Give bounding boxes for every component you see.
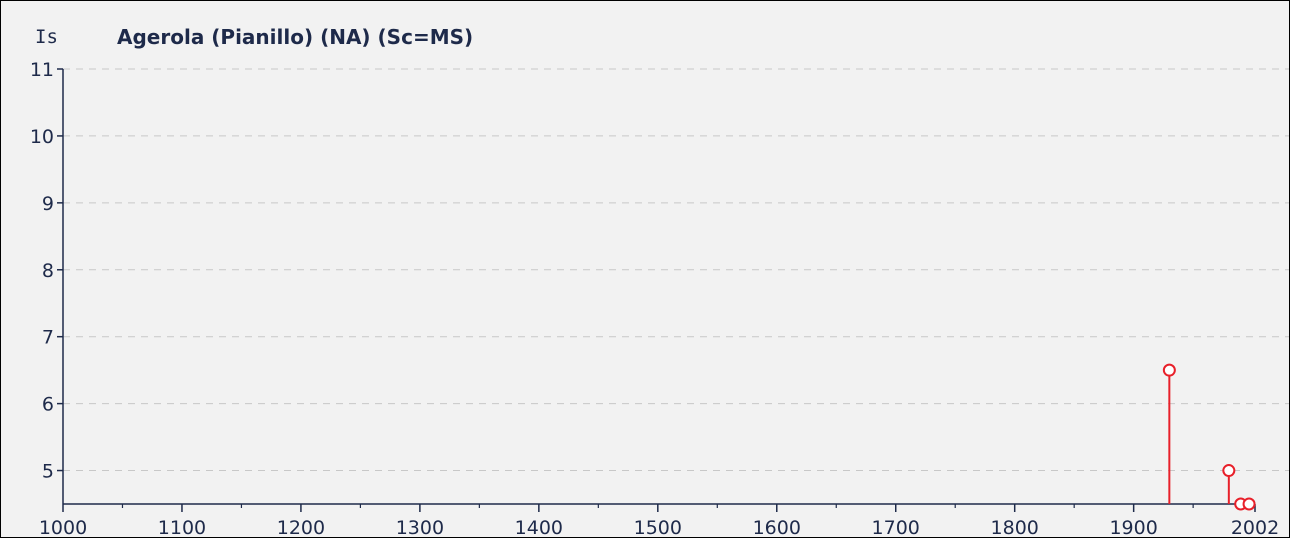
x-tick-label: 1700 xyxy=(872,517,920,537)
y-axis-label: Is xyxy=(35,26,58,48)
x-tick-label: 1400 xyxy=(515,517,563,537)
x-tick-label: 1800 xyxy=(991,517,1039,537)
y-tick-label: 5 xyxy=(42,461,54,483)
x-tick-label: 2002 xyxy=(1231,517,1279,537)
x-tick-label: 1300 xyxy=(396,517,444,537)
y-tick-label: 7 xyxy=(42,327,54,349)
chart-title: Agerola (Pianillo) (NA) (Sc=MS) xyxy=(117,25,473,49)
y-tick-label: 9 xyxy=(42,193,54,215)
grid xyxy=(63,68,1289,472)
x-tick-label: 1100 xyxy=(158,517,206,537)
axes xyxy=(62,69,1255,505)
data-stems xyxy=(1162,363,1256,511)
data-point xyxy=(1162,363,1176,377)
data-point xyxy=(1242,497,1256,511)
y-tick-label: 10 xyxy=(30,126,54,148)
y-tick-label: 6 xyxy=(42,394,54,416)
y-tick-label: 8 xyxy=(42,260,54,282)
x-axis-ticks: 1000 1100 1200 1300 1400 1500 1600 1700 1800 1900… xyxy=(39,504,1279,537)
y-tick-label: 11 xyxy=(30,59,54,81)
x-tick-label: 1200 xyxy=(277,517,325,537)
y-axis-ticks: 5 6 7 8 9 10 11 xyxy=(30,59,63,483)
x-tick-label: 1600 xyxy=(753,517,801,537)
x-tick-label: 1900 xyxy=(1109,517,1157,537)
data-point xyxy=(1222,464,1236,478)
x-tick-label: 1500 xyxy=(634,517,682,537)
x-tick-label: 1000 xyxy=(39,517,87,537)
